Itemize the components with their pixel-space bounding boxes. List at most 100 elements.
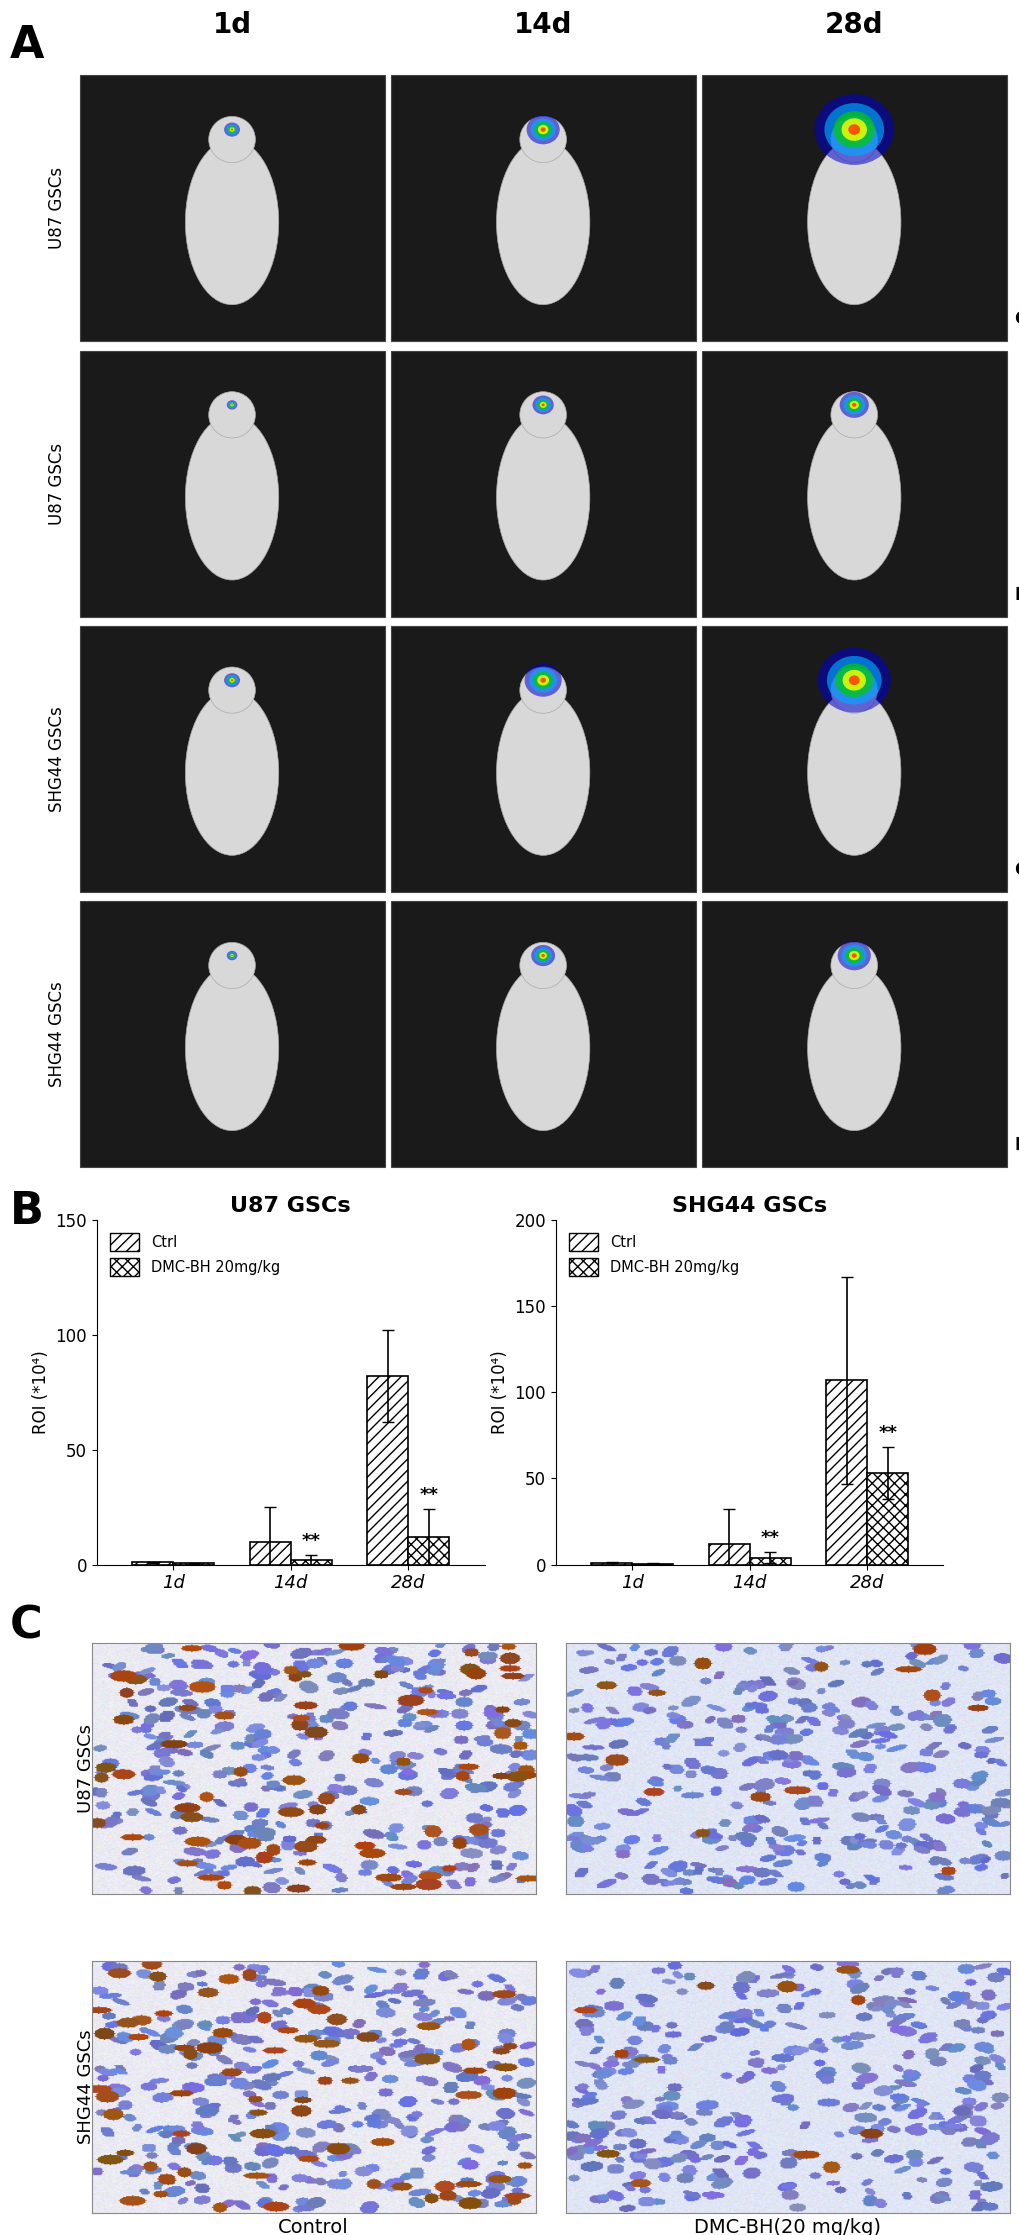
Text: 14d: 14d: [514, 11, 572, 38]
Bar: [390, 901, 695, 1167]
Ellipse shape: [185, 139, 278, 304]
Ellipse shape: [826, 655, 880, 704]
Ellipse shape: [851, 954, 856, 959]
Ellipse shape: [535, 398, 550, 411]
Ellipse shape: [209, 943, 255, 988]
Bar: [79, 351, 384, 617]
Bar: [866, 1473, 907, 1564]
Y-axis label: SHG44 GSCs: SHG44 GSCs: [77, 2029, 95, 2143]
Ellipse shape: [839, 391, 868, 418]
Text: Control →: Control →: [1014, 311, 1019, 329]
Legend: Ctrl, DMC-BH 20mg/kg: Ctrl, DMC-BH 20mg/kg: [104, 1227, 285, 1283]
Ellipse shape: [539, 952, 546, 959]
Ellipse shape: [230, 954, 233, 957]
Ellipse shape: [539, 402, 546, 409]
Ellipse shape: [520, 943, 566, 988]
Bar: [132, 1562, 173, 1564]
Text: DMC-BH(20 mg/kg) →: DMC-BH(20 mg/kg) →: [1014, 1135, 1019, 1153]
Text: **: **: [302, 1533, 320, 1551]
Ellipse shape: [496, 139, 589, 304]
Ellipse shape: [226, 125, 237, 134]
Ellipse shape: [841, 945, 866, 966]
Bar: [79, 76, 384, 342]
Bar: [701, 351, 1006, 617]
Ellipse shape: [229, 952, 234, 959]
Ellipse shape: [841, 118, 866, 141]
Ellipse shape: [848, 675, 859, 686]
Y-axis label: U87 GSCs: U87 GSCs: [77, 1723, 95, 1813]
Ellipse shape: [540, 677, 545, 682]
Bar: [825, 1381, 866, 1564]
Ellipse shape: [534, 123, 551, 136]
Ellipse shape: [228, 402, 235, 409]
Bar: [390, 626, 695, 892]
Ellipse shape: [813, 94, 893, 165]
Bar: [708, 1544, 749, 1564]
Y-axis label: ROI (*10⁴): ROI (*10⁴): [32, 1350, 50, 1435]
Ellipse shape: [530, 118, 555, 141]
Text: B: B: [10, 1191, 44, 1234]
Text: 28d: 28d: [824, 11, 882, 38]
Ellipse shape: [227, 677, 236, 684]
Ellipse shape: [534, 948, 551, 963]
Bar: [701, 901, 1006, 1167]
Ellipse shape: [496, 966, 589, 1131]
Text: U87 GSCs: U87 GSCs: [48, 168, 66, 250]
Ellipse shape: [848, 950, 859, 961]
Bar: [390, 351, 695, 617]
Ellipse shape: [823, 103, 883, 156]
Bar: [390, 76, 695, 342]
Ellipse shape: [846, 398, 861, 411]
Bar: [367, 1377, 408, 1564]
Ellipse shape: [830, 943, 876, 988]
Ellipse shape: [830, 666, 876, 713]
Ellipse shape: [533, 673, 552, 688]
Text: A: A: [10, 25, 45, 67]
Ellipse shape: [226, 400, 237, 409]
Text: C: C: [10, 1605, 43, 1647]
Bar: [701, 76, 1006, 342]
Ellipse shape: [229, 402, 234, 407]
Bar: [79, 626, 384, 892]
Ellipse shape: [537, 675, 548, 686]
Ellipse shape: [833, 112, 874, 148]
Legend: Ctrl, DMC-BH 20mg/kg: Ctrl, DMC-BH 20mg/kg: [562, 1227, 744, 1283]
Ellipse shape: [817, 648, 890, 713]
Ellipse shape: [845, 948, 862, 963]
Ellipse shape: [843, 396, 864, 416]
Ellipse shape: [540, 127, 545, 132]
Ellipse shape: [536, 950, 549, 961]
Ellipse shape: [537, 400, 548, 409]
Ellipse shape: [230, 402, 233, 407]
Ellipse shape: [496, 691, 589, 856]
Bar: [250, 1542, 290, 1564]
Ellipse shape: [524, 664, 561, 697]
Title: U87 GSCs: U87 GSCs: [230, 1196, 351, 1216]
X-axis label: DMC-BH(20 mg/kg): DMC-BH(20 mg/kg): [694, 2217, 880, 2235]
Ellipse shape: [541, 954, 544, 957]
Ellipse shape: [209, 391, 255, 438]
Ellipse shape: [520, 391, 566, 438]
Y-axis label: ROI (*10⁴): ROI (*10⁴): [490, 1350, 508, 1435]
Ellipse shape: [848, 125, 859, 134]
Bar: [290, 1560, 331, 1564]
Ellipse shape: [529, 668, 556, 693]
Ellipse shape: [842, 670, 865, 691]
Ellipse shape: [830, 116, 876, 163]
Text: U87 GSCs: U87 GSCs: [48, 443, 66, 525]
Ellipse shape: [849, 400, 858, 409]
Text: DMC-BH(20 mg/kg) →: DMC-BH(20 mg/kg) →: [1014, 586, 1019, 603]
Text: **: **: [419, 1486, 438, 1504]
X-axis label: Control: Control: [278, 2217, 348, 2235]
Ellipse shape: [526, 114, 559, 145]
Ellipse shape: [229, 127, 234, 132]
Text: 1d: 1d: [212, 11, 252, 38]
Ellipse shape: [830, 391, 876, 438]
Text: SHG44 GSCs: SHG44 GSCs: [48, 706, 66, 811]
Text: Control →: Control →: [1014, 860, 1019, 878]
Ellipse shape: [185, 966, 278, 1131]
Ellipse shape: [227, 125, 236, 134]
Ellipse shape: [520, 116, 566, 163]
Text: SHG44 GSCs: SHG44 GSCs: [48, 981, 66, 1086]
Ellipse shape: [185, 416, 278, 581]
